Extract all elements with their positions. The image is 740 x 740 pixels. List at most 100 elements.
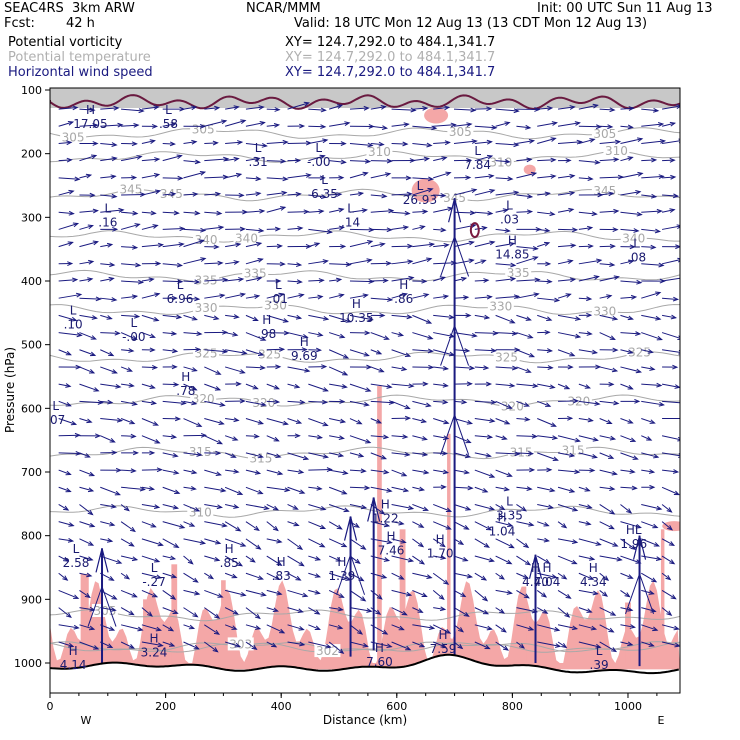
wind-vector-shaft: [495, 418, 510, 425]
wind-vector: [308, 242, 321, 248]
wind-vector-head: [233, 260, 240, 265]
wind-vector-head: [491, 125, 498, 130]
wind-vector-shaft: [537, 383, 555, 389]
wind-vector: [58, 222, 80, 230]
y-tick-label: 1000: [14, 657, 42, 670]
wind-vector: [578, 555, 596, 561]
wind-vector-shaft: [121, 486, 145, 490]
wind-vector-shaft: [599, 125, 613, 128]
wind-vector-head: [97, 400, 104, 405]
extremum-value-label: 4.04: [534, 575, 561, 589]
wind-vector-shaft: [620, 572, 633, 579]
wind-vector: [620, 624, 636, 629]
updraft-vector: [87, 548, 117, 663]
wind-vector-head: [465, 438, 472, 444]
wind-vector: [432, 624, 452, 634]
wind-vector-shaft: [620, 590, 630, 598]
extremum-type-label: L: [506, 494, 513, 508]
wind-vector-head: [658, 174, 665, 180]
wind-vector-shaft: [433, 228, 446, 231]
wind-vector-shaft: [662, 176, 676, 179]
updraft-vector-head: [95, 548, 109, 573]
wind-vector: [453, 469, 470, 475]
wind-vector: [266, 243, 283, 249]
wind-vector: [79, 296, 102, 302]
theta-contour-label: 345: [119, 183, 142, 197]
wind-vector: [141, 641, 164, 648]
wind-vector: [266, 107, 281, 112]
wind-vector-shaft: [308, 108, 326, 111]
wind-vector-head: [381, 574, 388, 579]
wind-vector: [58, 241, 74, 248]
wind-vector-head: [569, 488, 576, 493]
wind-vector: [141, 314, 160, 322]
wind-vector-head: [544, 329, 551, 335]
wind-vector-shaft: [245, 314, 258, 321]
wind-vector: [141, 572, 163, 580]
theta-contour: [50, 230, 680, 243]
wind-vector: [537, 486, 556, 493]
wind-vector: [224, 538, 247, 547]
wind-vector-shaft: [474, 259, 486, 265]
wind-vector-head: [571, 539, 579, 544]
wind-vector: [516, 332, 534, 339]
wind-vector-shaft: [578, 104, 598, 110]
wind-vector-shaft: [141, 383, 155, 389]
wind-vector-shaft: [79, 241, 98, 248]
wind-vector-shaft: [287, 227, 303, 230]
wind-vector-head: [546, 467, 553, 473]
wind-vector-shaft: [225, 261, 239, 265]
valid-time: Valid: 18 UTC Mon 12 Aug 13 (13 CDT Mon …: [294, 16, 648, 31]
wind-vector: [495, 314, 516, 324]
wind-vector: [162, 469, 180, 475]
wind-vector-head: [404, 352, 412, 358]
wind-vector-head: [135, 262, 142, 268]
theta-contour-label: 303: [229, 637, 252, 651]
wind-vector: [433, 276, 446, 282]
wind-vector: [141, 503, 161, 510]
wind-vector: [495, 208, 509, 213]
wind-vector-head: [191, 105, 198, 111]
wind-vector: [620, 538, 637, 551]
wind-vector-shaft: [308, 260, 328, 265]
wind-vector-head: [338, 648, 345, 655]
wind-vector-head: [364, 485, 371, 491]
wind-vector-shaft: [599, 555, 622, 561]
wind-vector-head: [545, 402, 552, 407]
wind-vector-shaft: [661, 589, 676, 600]
wind-vector: [162, 400, 187, 406]
wind-vector-shaft: [516, 452, 533, 455]
wind-vector-head: [592, 590, 599, 596]
theta-label-bg: [366, 145, 393, 159]
wind-vector-head: [196, 331, 203, 337]
wind-vector: [329, 141, 347, 146]
wind-vector: [141, 261, 162, 266]
wind-vector: [141, 538, 164, 547]
wind-vector: [204, 555, 221, 562]
wind-vector-head: [147, 611, 153, 617]
wind-vector-head: [541, 592, 548, 598]
wind-vector-head: [525, 316, 532, 321]
wind-vector-shaft: [100, 244, 113, 248]
wind-vector-shaft: [661, 538, 675, 546]
wind-vector-shaft: [79, 210, 98, 213]
wind-vector: [266, 261, 286, 267]
theta-contour: [50, 127, 680, 140]
wind-vector: [620, 314, 634, 321]
wind-vector-head: [320, 194, 328, 200]
theta-label-bg: [233, 231, 260, 245]
wind-vector-shaft: [661, 521, 673, 531]
wind-vector-head: [586, 504, 593, 509]
wind-vector-head: [569, 105, 576, 110]
wind-vector-shaft: [474, 227, 487, 230]
extremum-type-label: H: [300, 335, 309, 349]
wind-vector-shaft: [391, 486, 409, 492]
wind-vector-head: [65, 487, 72, 493]
wind-vector: [100, 399, 114, 405]
wind-vector-shaft: [141, 435, 160, 444]
wind-vector-head: [232, 609, 239, 615]
theta-label-bg: [227, 637, 254, 651]
updraft-vector: [528, 554, 543, 663]
wind-vector: [162, 279, 184, 284]
wind-vector: [183, 432, 208, 438]
